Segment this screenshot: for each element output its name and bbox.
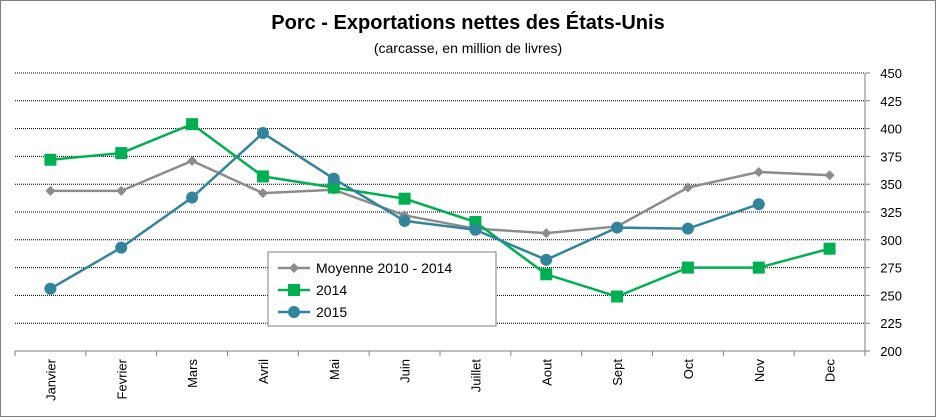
- x-tick-label: Sept: [610, 359, 625, 386]
- data-point: [611, 290, 624, 303]
- x-tick-label: Oct: [681, 359, 696, 380]
- series-2: [44, 127, 765, 295]
- y-tick-label: 200: [880, 344, 902, 359]
- y-tick-label: 250: [880, 288, 902, 303]
- data-point: [289, 263, 299, 273]
- series-line: [50, 122, 830, 298]
- x-tick-label: Mai: [327, 359, 342, 380]
- data-point: [611, 221, 624, 234]
- x-tick-label: Avril: [256, 359, 271, 384]
- y-tick-label: 425: [880, 94, 902, 109]
- y-tick-label: 450: [880, 66, 902, 81]
- data-point: [116, 185, 127, 196]
- y-tick-label: 225: [880, 316, 902, 331]
- legend-item: Moyenne 2010 - 2014: [278, 260, 452, 276]
- data-point: [186, 191, 199, 204]
- data-point: [115, 241, 128, 254]
- x-tick-label: Janvier: [43, 358, 58, 401]
- y-tick-label: 350: [880, 177, 902, 192]
- data-point: [186, 118, 199, 131]
- data-point: [681, 222, 694, 235]
- data-point: [327, 181, 340, 194]
- data-point: [256, 170, 269, 183]
- legend-item: 2014: [278, 282, 347, 298]
- y-tick-label: 325: [880, 205, 902, 220]
- legend-label: 2014: [316, 282, 347, 298]
- data-point: [540, 268, 553, 281]
- data-point: [44, 153, 57, 166]
- data-point: [398, 214, 411, 227]
- data-point: [115, 147, 128, 160]
- x-tick-label: Juin: [398, 359, 413, 383]
- legend: Moyenne 2010 - 2014 2014 2015: [267, 251, 497, 327]
- data-point: [45, 185, 56, 196]
- data-point: [256, 127, 269, 140]
- data-point: [44, 282, 57, 295]
- data-point: [752, 261, 765, 274]
- data-point: [540, 253, 553, 266]
- legend-item: 2015: [278, 304, 347, 320]
- data-point: [469, 223, 482, 236]
- data-point: [824, 170, 835, 181]
- x-tick-label: Nov: [752, 359, 767, 383]
- data-point: [327, 172, 340, 185]
- chart-subtitle: (carcasse, en million de livres): [373, 40, 563, 56]
- chart-title: Porc - Exportations nettes des États-Uni…: [271, 12, 665, 34]
- y-tick-label: 400: [880, 122, 902, 137]
- data-point: [288, 306, 300, 318]
- y-tick-label: 300: [880, 233, 902, 248]
- series-line: [50, 159, 830, 235]
- x-tick-label: Fevrier: [114, 358, 129, 399]
- data-point: [187, 155, 198, 166]
- legend-label: Moyenne 2010 - 2014: [316, 260, 452, 276]
- y-tick-label: 375: [880, 149, 902, 164]
- data-point: [288, 284, 300, 296]
- data-point: [682, 182, 693, 193]
- data-point: [752, 198, 765, 211]
- data-point: [681, 261, 694, 274]
- x-tick-label: Mars: [185, 359, 200, 388]
- data-point: [823, 242, 836, 255]
- data-point: [398, 192, 411, 205]
- x-tick-label: Aout: [539, 359, 554, 386]
- y-tick-label: 275: [880, 261, 902, 276]
- x-tick-label: Dec: [823, 359, 838, 383]
- x-tick-label: Juillet: [468, 359, 483, 393]
- legend-label: 2015: [316, 304, 347, 320]
- data-point: [257, 188, 268, 199]
- data-point: [541, 228, 552, 239]
- data-point: [753, 166, 764, 177]
